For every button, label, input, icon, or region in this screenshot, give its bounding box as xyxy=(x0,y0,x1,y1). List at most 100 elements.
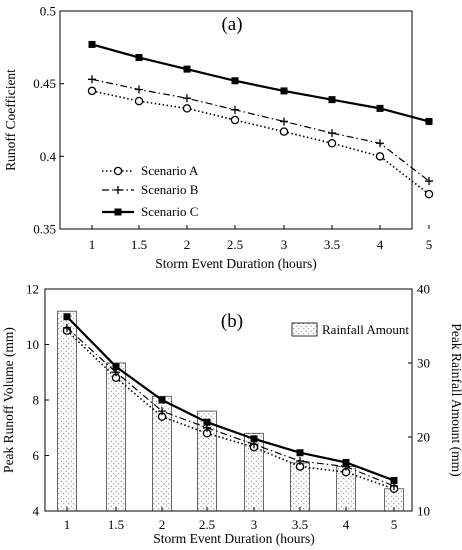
chart-panel-b: 1 1.5 2 2.5 3 3.5 4 5 4 6 8 10 12 10 20 30 40 (b) Storm … xyxy=(1,282,462,547)
b-y-tick-label-4: 12 xyxy=(26,282,39,297)
a-series-0-point-6 xyxy=(375,152,385,161)
plot-frame-a xyxy=(59,10,413,230)
b-series-2-point-5 xyxy=(296,449,304,457)
a-series-1-point-7 xyxy=(425,177,433,186)
y-axis-title-a: Runoff Coefficient xyxy=(3,69,18,171)
b-series-2-point-7 xyxy=(390,476,398,484)
b-series-2-point-0 xyxy=(63,313,71,321)
legend-a: Scenario A Scenario B Scenario C xyxy=(102,163,199,219)
plot-area-b xyxy=(62,313,399,494)
legend-label-scenario-b: Scenario B xyxy=(141,182,199,197)
a-y-tick-label-1: 0.4 xyxy=(40,149,57,164)
legend-entry-scenario-c: Scenario C xyxy=(102,204,198,219)
b-x-tick-label-1: 1.5 xyxy=(108,517,124,532)
b-y2-tick-label-3: 40 xyxy=(417,282,430,297)
b-y-tick-label-1: 6 xyxy=(33,448,40,463)
b-x-tick-label-2: 2 xyxy=(159,517,166,532)
b-series-2-point-1 xyxy=(112,363,120,371)
a-series-1-point-3 xyxy=(231,105,239,114)
a-series-2-point-0 xyxy=(88,40,96,48)
a-series-line-0 xyxy=(91,90,430,195)
a-series-0-point-1 xyxy=(134,96,144,106)
plot-area-a xyxy=(87,40,434,199)
axis-ticks-a: 1 1.5 2 2.5 3 3.5 4 5 0.35 0.4 0.45 0.5 xyxy=(33,4,432,253)
legend-b: Rainfall Amount xyxy=(291,322,409,337)
b-series-2-point-4 xyxy=(250,435,258,443)
b-series-2-point-6 xyxy=(342,458,350,466)
a-series-2-point-6 xyxy=(376,104,384,112)
a-y-tick-label-0: 0.35 xyxy=(33,222,56,237)
a-series-0-point-5 xyxy=(327,139,337,148)
legend-label-rainfall: Rainfall Amount xyxy=(322,322,409,337)
a-x-tick-label-0: 1 xyxy=(89,237,96,252)
b-series-2-point-2 xyxy=(158,396,166,404)
legend-marker-a3 xyxy=(114,208,122,216)
b-series-line-0 xyxy=(66,330,395,490)
panel-label-a: (a) xyxy=(221,14,242,35)
a-series-2-point-4 xyxy=(280,87,288,95)
rainfall-bar-1 xyxy=(106,362,126,512)
a-series-2-point-5 xyxy=(328,96,336,104)
b-y-tick-label-0: 4 xyxy=(33,504,40,519)
a-series-1-point-5 xyxy=(328,129,336,138)
a-series-1-point-6 xyxy=(376,139,384,148)
a-series-1-point-4 xyxy=(280,117,288,126)
b-series-line-2 xyxy=(66,315,395,482)
x-axis-title-b: Storm Event Duration (hours) xyxy=(153,531,315,546)
x-axis-title-a: Storm Event Duration (hours) xyxy=(155,256,317,271)
a-series-0-point-0 xyxy=(87,86,97,96)
b-series-2-point-3 xyxy=(203,418,211,426)
y-axis-title-b: Peak Runoff Volume (mm) xyxy=(1,327,16,473)
a-series-2-point-1 xyxy=(135,54,143,62)
b-x-tick-label-4: 3 xyxy=(251,517,258,532)
a-series-0-point-7 xyxy=(424,189,434,199)
a-x-tick-label-3: 2.5 xyxy=(227,237,243,252)
b-series-1-point-2 xyxy=(158,407,166,416)
legend-marker-a2 xyxy=(114,186,122,194)
axis-ticks-b: 1 1.5 2 2.5 3 3.5 4 5 4 6 8 10 12 10 20 30 40 xyxy=(26,282,430,533)
b-y2-tick-label-0: 10 xyxy=(417,504,430,519)
chart-panel-a: 1 1.5 2 2.5 3 3.5 4 5 0.35 0.4 0.45 0.5 (a) Storm E… xyxy=(3,4,434,271)
panel-label-b: (b) xyxy=(221,311,243,332)
a-series-2-point-2 xyxy=(183,65,191,73)
a-y-tick-label-3: 0.5 xyxy=(40,4,56,19)
b-y2-tick-label-2: 30 xyxy=(417,356,430,371)
a-x-tick-label-5: 3.5 xyxy=(324,237,340,252)
b-x-tick-label-3: 2.5 xyxy=(199,517,215,532)
a-x-tick-label-6: 4 xyxy=(377,237,384,252)
a-series-2-point-3 xyxy=(231,77,239,85)
b-x-tick-label-6: 4 xyxy=(343,517,350,532)
b-y2-tick-label-1: 20 xyxy=(417,430,430,445)
b-x-tick-label-7: 5 xyxy=(391,517,398,532)
y2-axis-title-b: Peak Rainfall Amount (mm) xyxy=(449,323,462,476)
b-y-tick-label-3: 10 xyxy=(26,337,39,352)
a-x-tick-label-7: 5 xyxy=(426,237,433,252)
b-series-1-point-0 xyxy=(63,323,71,332)
a-series-1-point-0 xyxy=(88,75,96,84)
a-series-2-point-7 xyxy=(425,117,433,125)
a-series-0-point-2 xyxy=(182,104,192,113)
b-x-tick-label-0: 1 xyxy=(64,517,71,532)
legend-entry-scenario-a: Scenario A xyxy=(102,163,199,178)
a-series-line-2 xyxy=(91,43,430,123)
a-series-line-1 xyxy=(91,78,430,182)
a-x-tick-label-4: 3 xyxy=(281,237,288,252)
rainfall-bar-0 xyxy=(57,310,77,512)
legend-marker-a1 xyxy=(113,166,123,176)
legend-label-scenario-c: Scenario C xyxy=(141,204,198,219)
a-series-0-point-4 xyxy=(279,127,289,136)
legend-swatch-rainfall xyxy=(291,322,318,337)
a-series-1-point-2 xyxy=(183,94,191,103)
b-x-tick-label-5: 3.5 xyxy=(292,517,308,532)
b-y-tick-label-2: 8 xyxy=(33,393,40,408)
a-series-0-point-3 xyxy=(230,115,240,125)
b-series-line-1 xyxy=(66,327,395,487)
bar-series-rainfall xyxy=(57,310,404,512)
b-series-1-point-5 xyxy=(296,457,304,466)
legend-entry-scenario-b: Scenario B xyxy=(102,182,199,197)
a-x-tick-label-1: 1.5 xyxy=(131,237,147,252)
legend-label-scenario-a: Scenario A xyxy=(141,163,199,178)
a-y-tick-label-2: 0.45 xyxy=(33,76,56,91)
a-x-tick-label-2: 2 xyxy=(184,237,191,252)
